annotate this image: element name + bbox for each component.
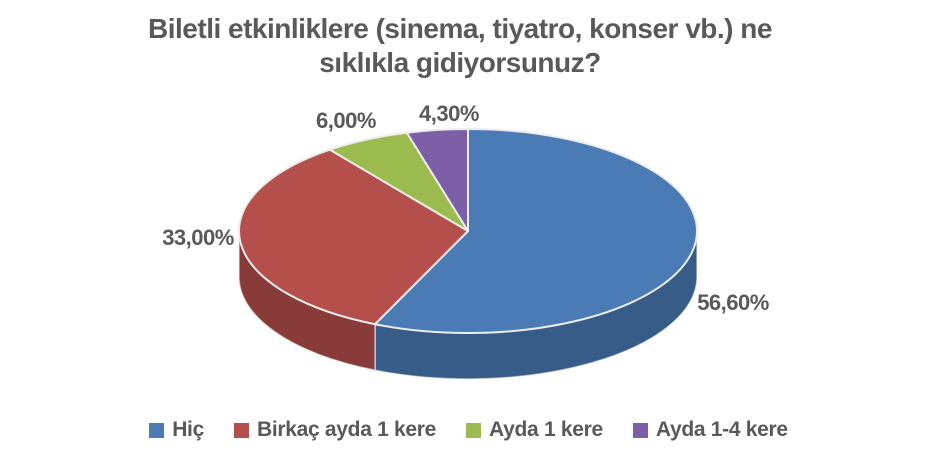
- value-label: 4,30%: [419, 101, 479, 126]
- value-label: 33,00%: [162, 225, 234, 250]
- pie-slice: [405, 128, 469, 232]
- legend-swatch: [149, 422, 165, 438]
- legend-label: Ayda 1-4 kere: [655, 418, 788, 441]
- legend-label: Hiç: [172, 418, 204, 441]
- legend-item: Hiç: [149, 418, 204, 442]
- legend-label: Birkaç ayda 1 kere: [256, 418, 437, 441]
- legend-swatch: [632, 422, 648, 438]
- value-label: 56,60%: [697, 290, 769, 315]
- value-label: 6,00%: [316, 108, 376, 133]
- legend-item: Ayda 1-4 kere: [632, 418, 788, 442]
- legend-item: Ayda 1 kere: [466, 418, 603, 442]
- pie-slice: [238, 148, 469, 326]
- legend-swatch: [233, 422, 249, 438]
- legend-item: Birkaç ayda 1 kere: [233, 418, 437, 442]
- chart-title: Biletli etkinliklere (sinema, tiyatro, k…: [0, 12, 920, 80]
- chart-title-line2: sıklıkla gidiyorsunuz?: [319, 47, 601, 78]
- chart-legend: Hiç Birkaç ayda 1 kere Ayda 1 kere Ayda 1-4…: [0, 418, 937, 442]
- legend-label: Ayda 1 kere: [489, 418, 603, 441]
- pie-slice: [373, 128, 698, 334]
- chart-title-line1: Biletli etkinliklere (sinema, tiyatro, k…: [148, 13, 772, 44]
- legend-swatch: [466, 422, 482, 438]
